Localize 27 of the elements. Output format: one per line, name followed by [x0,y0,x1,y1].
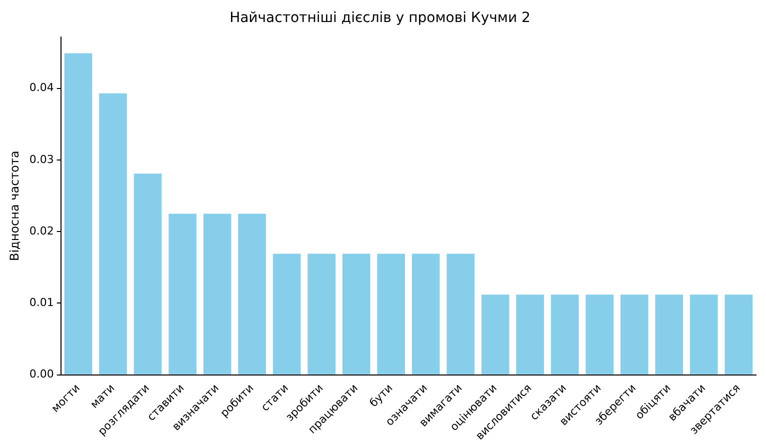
bar [342,254,370,374]
bar [134,174,162,374]
bar [203,214,232,374]
y-axis-title: Відносна частота [7,150,22,262]
bar [446,254,474,374]
y-tick-label: 0.04 [29,81,54,94]
bar [377,254,405,374]
y-tick-label: 0.03 [29,152,54,166]
bar [168,214,196,374]
bar [586,294,614,374]
bar [655,294,684,374]
bar [308,254,336,374]
bar [238,214,266,374]
y-tick-label: 0.01 [29,296,54,310]
bar [724,294,753,374]
bar [620,294,648,374]
chart-title: Найчастотніші дієслів у промові Кучми 2 [230,10,530,26]
y-tick-label: 0.02 [29,224,54,238]
bar [690,294,718,374]
bar [481,294,510,374]
y-tick-label: 0.00 [29,368,54,381]
bar [64,53,92,374]
bar [272,254,301,374]
bar [516,294,544,374]
bar [550,294,579,374]
bar [412,254,440,374]
bar [99,93,127,374]
